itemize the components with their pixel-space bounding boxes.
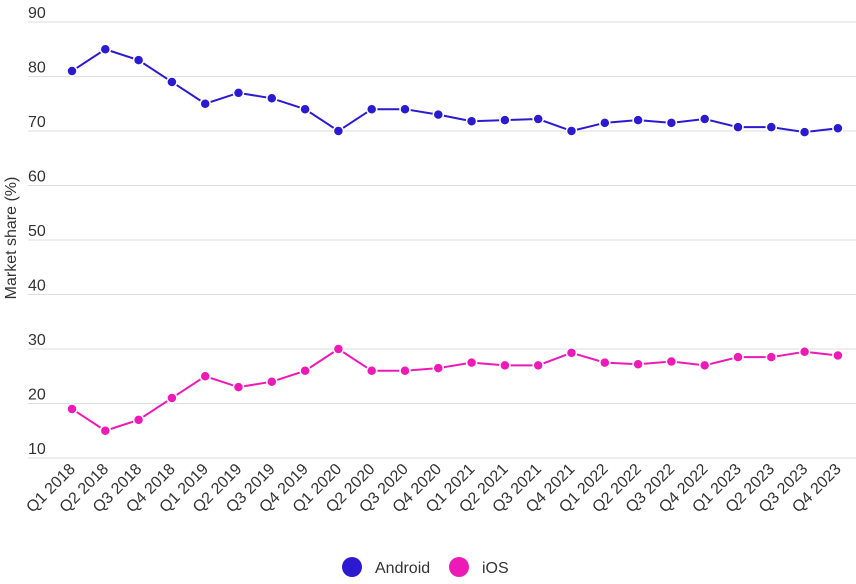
data-point-ios: [765, 351, 778, 363]
data-point-ios: [166, 392, 178, 404]
data-point-ios: [732, 351, 744, 363]
data-point-android: [132, 54, 145, 66]
data-point-android: [832, 122, 844, 135]
y-axis-label: Market share (%): [3, 177, 20, 300]
data-point-ios: [499, 359, 511, 372]
data-point-android: [199, 98, 211, 110]
data-point-ios: [665, 355, 678, 368]
data-point-android: [332, 125, 345, 137]
data-point-ios: [266, 375, 278, 388]
data-point-ios: [798, 345, 811, 358]
y-axis-ticks: 10 20 30 40 50 60 70 80 90: [28, 5, 46, 458]
data-point-android: [299, 103, 311, 115]
data-point-android: [432, 108, 445, 121]
data-point-android: [232, 87, 245, 99]
data-point-ios: [332, 343, 345, 355]
y-tick-label: 20: [28, 387, 46, 404]
y-tick-label: 50: [28, 223, 46, 240]
legend-marker-ios: [449, 557, 469, 577]
y-tick-label: 10: [28, 441, 46, 458]
data-point-android: [798, 126, 811, 138]
legend-label-ios: iOS: [482, 560, 509, 577]
legend: Android iOS: [342, 557, 509, 577]
series-line-android: [71, 48, 839, 134]
data-point-android: [532, 113, 544, 125]
y-tick-label: 90: [28, 5, 46, 22]
data-point-android: [632, 114, 644, 126]
data-point-android: [499, 114, 511, 126]
data-point-android: [99, 43, 112, 55]
y-tick-label: 40: [28, 278, 46, 295]
data-point-ios: [832, 349, 844, 362]
data-point-ios: [132, 414, 145, 426]
data-point-android: [399, 103, 411, 115]
data-point-android: [599, 117, 611, 129]
data-point-android: [266, 92, 278, 105]
data-point-ios: [99, 425, 112, 437]
data-point-ios: [399, 365, 411, 377]
data-point-android: [732, 121, 744, 133]
data-point-android: [765, 121, 778, 133]
data-point-ios: [698, 359, 711, 372]
y-tick-label: 30: [28, 332, 46, 349]
data-point-ios: [232, 381, 245, 393]
data-point-ios: [432, 362, 445, 374]
data-point-ios: [465, 356, 478, 369]
data-point-android: [365, 103, 378, 115]
series-line-ios: [71, 347, 839, 432]
data-point-ios: [599, 356, 611, 369]
data-point-ios: [365, 365, 378, 377]
data-point-ios: [565, 347, 578, 359]
y-tick-label: 80: [28, 60, 46, 77]
gridlines: [28, 21, 856, 459]
data-point-android: [665, 117, 678, 129]
data-point-ios: [532, 359, 544, 372]
y-tick-label: 70: [28, 114, 46, 131]
y-tick-label: 60: [28, 169, 46, 186]
data-point-android: [166, 76, 178, 88]
data-point-ios: [299, 365, 311, 377]
legend-label-android: Android: [375, 560, 430, 577]
data-point-ios: [199, 370, 211, 382]
data-point-android: [698, 113, 711, 125]
data-point-android: [565, 125, 578, 137]
data-point-android: [66, 65, 78, 77]
legend-marker-android: [342, 557, 362, 577]
data-point-ios: [632, 358, 644, 371]
series-group: [66, 43, 844, 437]
data-point-android: [465, 115, 478, 127]
data-point-ios: [66, 403, 78, 415]
